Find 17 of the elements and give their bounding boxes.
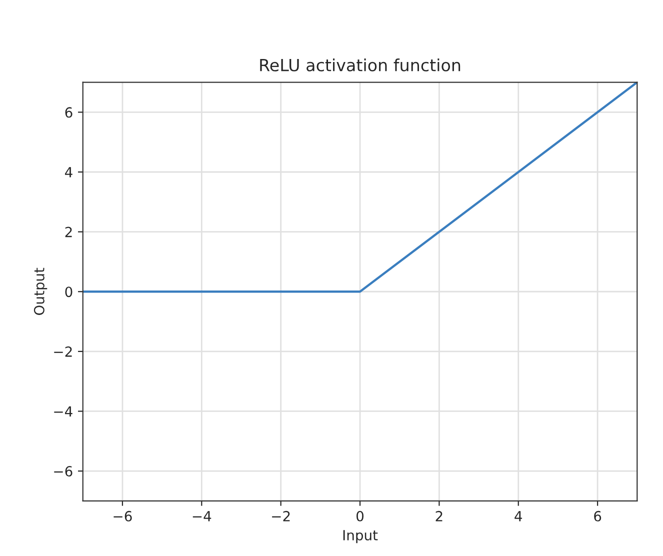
y-tick-label: 0: [65, 286, 72, 298]
y-tick-label: −4: [54, 406, 72, 417]
x-tick-label: 0: [356, 510, 364, 522]
y-tick-label: 2: [65, 226, 72, 238]
x-tick-label: −4: [192, 511, 212, 522]
x-tick-label: 6: [594, 510, 602, 522]
chart-title: ReLU activation function: [260, 58, 460, 72]
y-tick-label: −6: [54, 466, 72, 477]
y-axis-title: Output: [34, 268, 48, 315]
x-tick-label: −6: [114, 510, 132, 522]
x-axis-title: Input: [343, 530, 378, 544]
y-tick-label: −2: [54, 346, 72, 357]
y-tick-label: 6: [65, 107, 72, 118]
x-tick-label: −2: [272, 510, 290, 522]
x-tick-label: 4: [514, 511, 522, 522]
y-tick-label: 4: [64, 167, 72, 178]
x-tick-label: 2: [436, 510, 442, 522]
